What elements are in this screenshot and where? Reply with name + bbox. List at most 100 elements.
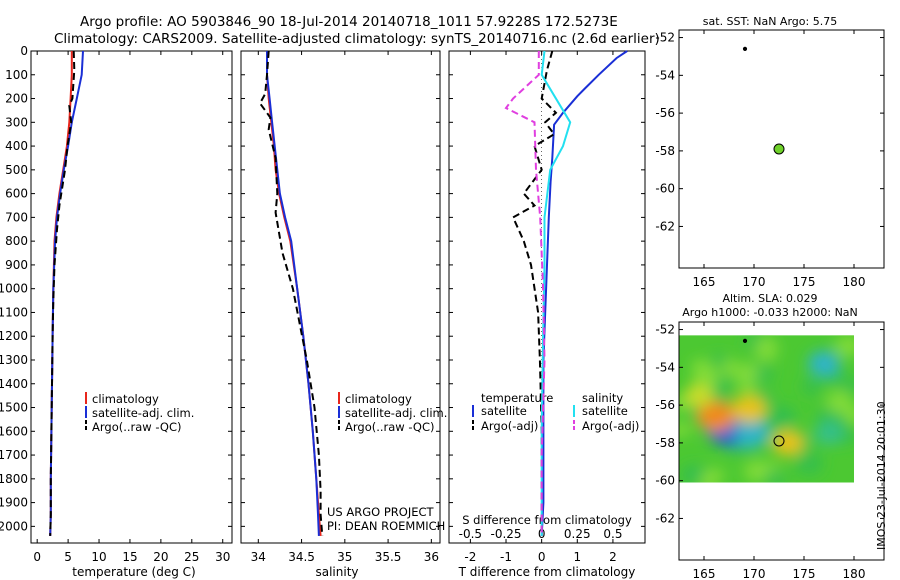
difference-salinity-tick-label: -0.5 bbox=[459, 527, 482, 541]
difference-legend-salinity-title: salinity bbox=[582, 391, 623, 405]
difference-legend-temperature-title: temperature bbox=[481, 391, 553, 405]
sst-map-ytick-label: -52 bbox=[655, 31, 675, 45]
sla-texture-blob bbox=[735, 362, 760, 382]
difference-xtick-label: 1 bbox=[573, 550, 581, 564]
sla-feature-yellow-high bbox=[772, 430, 804, 456]
difference-xtick-label: -2 bbox=[464, 550, 476, 564]
temperature-legend: climatology satellite-adj. clim. Argo(..… bbox=[85, 392, 194, 434]
difference-legend-t-satellite: satellite bbox=[481, 404, 527, 418]
difference-frame bbox=[448, 50, 646, 544]
depth-tick-label: 1900 bbox=[0, 496, 28, 510]
temperature-panel: temperature (deg C) climatology satellit… bbox=[0, 44, 233, 579]
credit-label: IMOS 23-Jul-2014 20:01:30 bbox=[875, 401, 888, 550]
sla-feature-cyan-low bbox=[734, 419, 770, 448]
salinity-panel: salinity climatology satellite-adj. clim… bbox=[240, 50, 447, 579]
temperature-xtick-label: 20 bbox=[153, 550, 168, 564]
sst-map-title: sat. SST: NaN Argo: 5.75 bbox=[703, 15, 837, 28]
sst-map-ytick-label: -58 bbox=[655, 144, 675, 158]
difference-series-temperature-argo-adj- bbox=[511, 50, 558, 536]
sst-map-ytick-label: -54 bbox=[655, 68, 675, 82]
sla-feature-orange-high bbox=[697, 401, 735, 432]
sst-map-xtick-label: 165 bbox=[693, 275, 716, 289]
sla-map-ytick-label: -60 bbox=[655, 474, 675, 488]
temperature-xtick-label: 5 bbox=[64, 550, 72, 564]
difference-salinity-tick-label: 0.5 bbox=[603, 527, 622, 541]
difference-legend-s-argo: Argo(-adj) bbox=[582, 419, 639, 433]
sla-texture-blob bbox=[794, 451, 824, 476]
salinity-xtick-label: 36 bbox=[424, 550, 439, 564]
difference-xlabel: T difference from climatology bbox=[458, 565, 636, 579]
sla-texture-blob bbox=[710, 353, 728, 367]
temperature-series-satellite-adj-clim- bbox=[49, 50, 84, 536]
depth-tick-label: 1500 bbox=[0, 401, 28, 415]
sla-feature-yellow-high bbox=[684, 384, 714, 408]
difference-series-temperature-satellite bbox=[540, 50, 628, 536]
project-annotation: US ARGO PROJECT bbox=[327, 505, 435, 519]
temperature-series-argo-raw-qc- bbox=[49, 50, 76, 536]
salinity-frame bbox=[240, 50, 441, 544]
depth-tick-label: 700 bbox=[5, 210, 28, 224]
difference-panel: T difference from climatology S differen… bbox=[448, 50, 646, 579]
sst-map-ytick-label: -56 bbox=[655, 106, 675, 120]
temperature-legend-satellite: satellite-adj. clim. bbox=[92, 406, 194, 420]
sla-feature-cyan-low bbox=[808, 350, 840, 377]
temperature-xtick-label: 15 bbox=[122, 550, 137, 564]
sla-texture-blob bbox=[802, 377, 822, 396]
depth-tick-label: 0 bbox=[20, 44, 28, 58]
sla-feature-cyan-low bbox=[814, 421, 844, 446]
depth-tick-label: 800 bbox=[5, 234, 28, 248]
sst-map-ytick-label: -60 bbox=[655, 182, 675, 196]
difference-salinity-tick-label: 0.25 bbox=[564, 527, 591, 541]
temperature-legend-climatology: climatology bbox=[92, 392, 159, 406]
depth-tick-label: 1800 bbox=[0, 472, 28, 486]
sla-texture-blob bbox=[699, 473, 717, 483]
salinity-legend-satellite: satellite-adj. clim. bbox=[345, 406, 447, 420]
salinity-xlabel: salinity bbox=[315, 565, 358, 579]
difference-xtick-label: 0 bbox=[538, 550, 546, 564]
difference-legend: temperature satellite Argo(-adj) salinit… bbox=[472, 391, 639, 433]
sla-texture-blob bbox=[754, 336, 778, 362]
sla-texture-blob bbox=[743, 460, 769, 483]
sla-texture-blob bbox=[679, 422, 692, 437]
sla-map-xtick-label: 170 bbox=[743, 567, 766, 580]
sst-map-xtick-label: 180 bbox=[843, 275, 866, 289]
depth-tick-label: 1300 bbox=[0, 353, 28, 367]
sla-map-frame bbox=[678, 321, 885, 561]
sla-map-xtick-label: 175 bbox=[793, 567, 816, 580]
sla-field-anomalies bbox=[679, 335, 854, 483]
temperature-xtick-label: 30 bbox=[215, 550, 230, 564]
sla-feature-orange-high bbox=[731, 394, 767, 423]
sla-map-ytick-label: -56 bbox=[655, 398, 675, 412]
sla-map-xtick-label: 165 bbox=[693, 567, 716, 580]
salinity-xtick-label: 34 bbox=[251, 550, 266, 564]
depth-tick-label: 1700 bbox=[0, 448, 28, 462]
temperature-xlabel: temperature (deg C) bbox=[72, 565, 195, 579]
difference-xtick-label: -1 bbox=[500, 550, 512, 564]
sst-map-panel: sat. SST: NaN Argo: 5.75 165 170 175 180 -52… bbox=[655, 15, 885, 289]
temperature-legend-argo: Argo(..raw -QC) bbox=[92, 420, 182, 434]
difference-series-salinity-satellite bbox=[540, 50, 572, 536]
sla-map-ytick-label: -58 bbox=[655, 436, 675, 450]
sla-map-xtick-label: 180 bbox=[843, 567, 866, 580]
sla-map-ytick-label: -62 bbox=[655, 511, 675, 525]
salinity-legend-climatology: climatology bbox=[345, 392, 412, 406]
salinity-series-argo-raw-qc- bbox=[258, 50, 324, 536]
sla-texture-blob bbox=[826, 390, 853, 415]
depth-tick-label: 1000 bbox=[0, 282, 28, 296]
depth-tick-label: 1200 bbox=[0, 329, 28, 343]
difference-series-salinity-argo-adj- bbox=[504, 51, 546, 536]
sst-map-frame bbox=[678, 29, 885, 269]
depth-tick-label: 100 bbox=[5, 68, 28, 82]
sst-argo-float-position bbox=[773, 143, 785, 155]
salinity-xtick-label: 35 bbox=[337, 550, 352, 564]
depth-tick-label: 1600 bbox=[0, 424, 28, 438]
depth-tick-label: 300 bbox=[5, 115, 28, 129]
pi-annotation: PI: DEAN ROEMMICH bbox=[327, 519, 445, 533]
sla-texture-blob bbox=[683, 466, 704, 479]
sla-argo-float-position bbox=[773, 435, 785, 447]
salinity-series-satellite-adj-clim- bbox=[266, 51, 320, 536]
salinity-series-climatology bbox=[266, 51, 322, 536]
figure-title-line1: Argo profile: AO 5903846_90 18-Jul-2014 … bbox=[80, 14, 618, 30]
salinity-xtick-label: 34.5 bbox=[288, 550, 315, 564]
